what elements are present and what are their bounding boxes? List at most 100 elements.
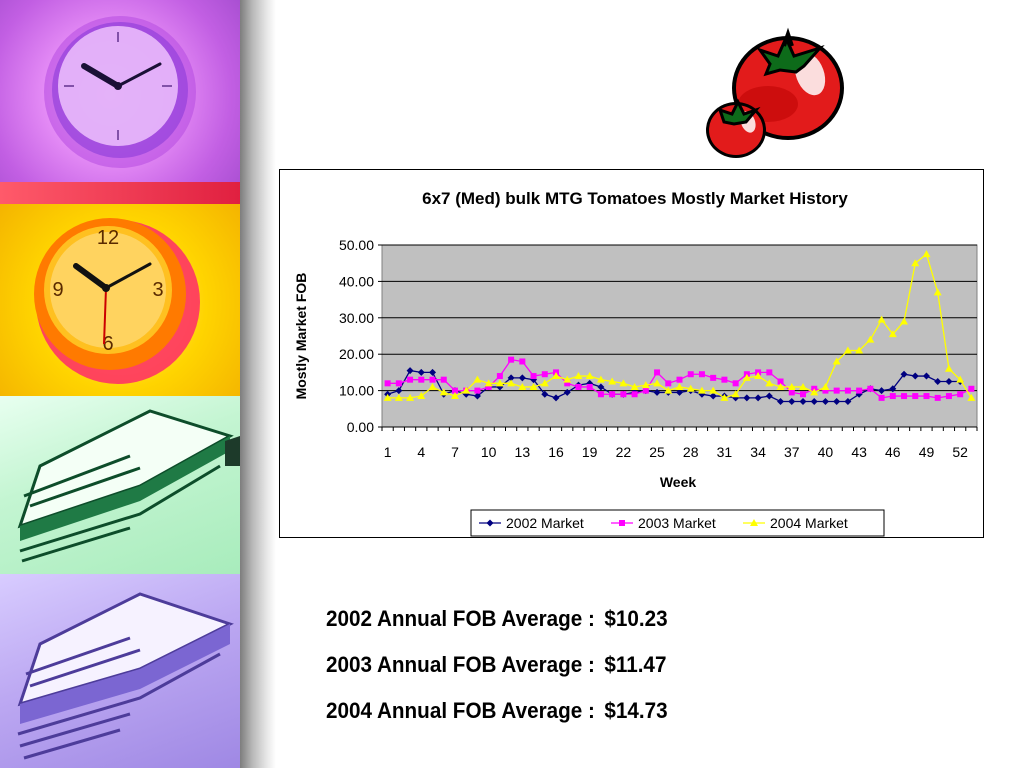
series-2-point: [968, 385, 975, 392]
series-2-point: [496, 373, 503, 380]
series-3-point: [877, 315, 886, 323]
series-1-point: [844, 398, 852, 406]
series-3-point: [798, 382, 807, 390]
series-2-point: [788, 389, 795, 396]
series-3-point: [944, 364, 953, 372]
series-3-point: [406, 393, 415, 401]
series-2-point: [799, 391, 806, 398]
svg-text:9: 9: [52, 279, 63, 301]
series-2-point: [889, 393, 896, 400]
series-1-point: [653, 388, 661, 396]
series-3-point: [495, 379, 504, 387]
plot-area: [381, 244, 978, 428]
red-divider: [0, 182, 240, 204]
average-value: $10.23: [604, 606, 668, 631]
x-tick-label: 19: [582, 444, 598, 460]
series-2-point: [912, 393, 919, 400]
series-2-point: [440, 376, 447, 383]
series-3-point: [776, 382, 785, 390]
series-2-point: [766, 369, 773, 376]
y-tick-label: 30.00: [339, 310, 374, 326]
series-3-point: [754, 372, 763, 380]
series-3-point: [967, 393, 976, 401]
x-tick-label: 10: [481, 444, 497, 460]
series-1-point: [698, 390, 706, 398]
average-2002: 2002 Annual FOB Average : $10.23: [326, 606, 668, 632]
series-2-point: [519, 358, 526, 365]
series-1-point: [855, 390, 863, 398]
series-3-point: [619, 379, 628, 387]
series-2-point: [822, 387, 829, 394]
legend-swatch-marker: [486, 519, 494, 527]
series-1-point: [395, 387, 403, 395]
average-2003: 2003 Annual FOB Average : $11.47: [326, 652, 666, 678]
series-2-point: [451, 387, 458, 394]
x-tick-label: 52: [952, 444, 968, 460]
series-1-point: [878, 387, 886, 395]
series-3-point: [933, 288, 942, 296]
legend-swatch-marker: [750, 519, 758, 526]
series-3-point: [709, 386, 718, 394]
average-label: 2003 Annual FOB Average :: [326, 652, 595, 677]
series-3-point: [563, 375, 572, 383]
orange-clock-panel: 12 3 6 9: [0, 204, 240, 396]
series-3-point: [843, 346, 852, 354]
series-2-point: [957, 391, 964, 398]
y-tick-label: 50.00: [339, 237, 374, 253]
x-tick-label: 37: [784, 444, 800, 460]
series-1-point: [507, 374, 515, 382]
series-3-point: [518, 382, 527, 390]
series-3-point: [956, 375, 965, 383]
series-2-point: [508, 356, 515, 363]
series-1-point: [934, 378, 942, 385]
series-1-point: [833, 398, 841, 406]
series-3-point: [888, 330, 897, 338]
clock-icon: [44, 16, 196, 168]
purple-books-panel: [0, 574, 240, 768]
series-3-point: [417, 392, 426, 400]
series-3-point: [832, 357, 841, 365]
series-3-point: [540, 379, 549, 387]
series-1-point: [473, 392, 481, 400]
x-tick-label: 7: [451, 444, 459, 460]
series-3-point: [473, 375, 482, 383]
series-3-point: [664, 386, 673, 394]
x-tick-label: 4: [417, 444, 425, 460]
average-value: $14.73: [604, 698, 668, 723]
series-2-point: [631, 391, 638, 398]
x-tick-label: 28: [683, 444, 699, 460]
series-2-point: [777, 378, 784, 385]
series-1-point: [743, 394, 751, 402]
svg-text:6: 6: [102, 333, 113, 355]
chart-title: 6x7 (Med) bulk MTG Tomatoes Mostly Marke…: [422, 189, 848, 208]
line-chart: 6x7 (Med) bulk MTG Tomatoes Mostly Marke…: [293, 189, 978, 537]
series-3-point: [866, 335, 875, 343]
series-1-point: [900, 370, 908, 378]
chart-frame: 6x7 (Med) bulk MTG Tomatoes Mostly Marke…: [279, 169, 984, 538]
series-3-point: [450, 392, 459, 400]
clock-icon: 12 3 6 9: [34, 218, 200, 384]
series-1-point: [406, 367, 414, 375]
stacked-books-icon: [17, 592, 234, 760]
series-2-point: [721, 376, 728, 383]
strip-shadow: [240, 0, 276, 768]
series-3-point: [574, 372, 583, 380]
legend-swatch-marker: [619, 520, 625, 526]
average-label: 2004 Annual FOB Average :: [326, 698, 595, 723]
series-1-point: [945, 378, 953, 385]
legend-label: 2002 Market: [506, 515, 584, 531]
y-axis-label: Mostly Market FOB: [293, 273, 309, 400]
svg-text:12: 12: [97, 227, 119, 249]
series-1-point: [911, 372, 919, 380]
y-tick-label: 10.00: [339, 383, 374, 399]
x-tick-label: 40: [818, 444, 834, 460]
series-3-point: [765, 379, 774, 387]
series-1-point: [552, 394, 560, 402]
series-2-point: [474, 387, 481, 394]
y-tick-label: 20.00: [339, 346, 374, 362]
series-2-point: [642, 387, 649, 394]
series-3-point: [697, 386, 706, 394]
series-1-point: [889, 385, 897, 393]
purple-clock-panel: [0, 0, 240, 182]
x-tick-label: 22: [616, 444, 632, 460]
